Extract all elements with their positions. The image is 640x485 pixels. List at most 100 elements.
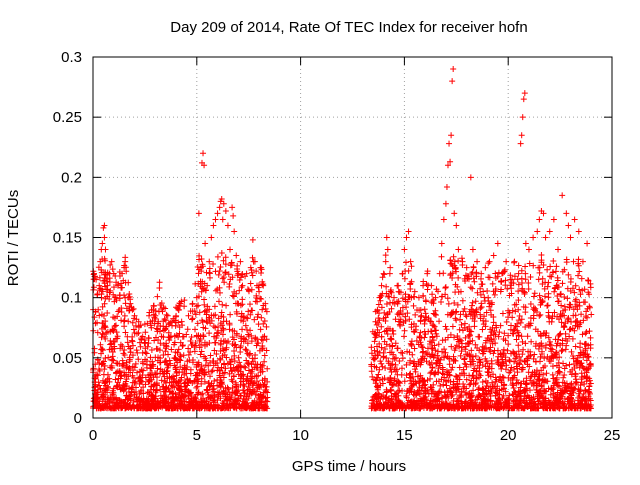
data-point [538,348,545,355]
data-point [468,310,475,317]
data-point [397,403,404,410]
data-point [563,210,570,217]
data-point [514,403,521,410]
data-point [392,354,399,361]
data-point [482,405,489,412]
y-tick-label: 0.3 [61,49,82,66]
data-point [254,282,261,289]
data-point [135,403,142,410]
data-point [156,285,163,292]
data-point [91,384,98,391]
data-point [495,401,502,408]
data-point [573,379,580,386]
data-point [146,391,153,398]
data-point [169,389,176,396]
data-point [123,383,130,390]
data-point [185,312,192,319]
data-point [537,296,544,303]
data-point [166,334,173,341]
data-point [214,210,221,217]
data-point [429,334,436,341]
data-point [465,333,472,340]
data-point [536,393,543,400]
data-point [216,204,223,211]
data-point [448,343,455,350]
data-point [492,275,499,282]
data-point [561,365,568,372]
data-point [445,369,452,376]
data-point [220,257,227,264]
data-point [419,344,426,351]
data-point [442,285,449,292]
data-point [256,405,263,412]
data-point [194,383,201,390]
data-point [235,401,242,408]
data-point [545,397,552,404]
data-point [193,294,200,301]
data-point [122,329,129,336]
data-point [470,387,477,394]
data-point [372,330,379,337]
data-point [114,282,121,289]
data-point [490,252,497,259]
data-point [502,354,509,361]
data-point [247,311,254,318]
data-point [527,300,534,307]
data-point [253,268,260,275]
data-point [466,323,473,330]
data-point [447,378,454,385]
data-point [373,383,380,390]
data-point [95,366,102,373]
data-point [424,399,431,406]
data-point [557,290,564,297]
data-point [579,287,586,294]
data-point [379,363,386,370]
data-point [522,387,529,394]
data-point [522,263,529,270]
data-point [107,337,114,344]
data-point [146,378,153,385]
data-point [231,342,238,349]
data-point [414,402,421,409]
data-point [462,277,469,284]
data-point [421,317,428,324]
data-point [427,370,434,377]
data-point [370,393,377,400]
data-point [172,365,179,372]
data-point [407,386,414,393]
data-point [491,291,498,298]
data-point [137,322,144,329]
data-point [99,360,106,367]
data-point [200,150,207,157]
data-point [530,293,537,300]
data-point [418,359,425,366]
data-point [177,387,184,394]
data-point [380,270,387,277]
data-point [555,336,562,343]
data-point [375,301,382,308]
data-point [138,335,145,342]
data-point [222,269,229,276]
data-point [476,365,483,372]
data-point [450,384,457,391]
data-point [433,391,440,398]
data-point [573,358,580,365]
data-point [436,318,443,325]
data-point [586,328,593,335]
data-point [518,316,525,323]
data-point [587,280,594,287]
data-point [406,359,413,366]
data-point [441,354,448,361]
data-point [203,317,210,324]
data-point [526,400,533,407]
data-point [98,346,105,353]
data-point [506,392,513,399]
data-point [168,399,175,406]
data-point [228,356,235,363]
data-point [120,277,127,284]
data-point [226,389,233,396]
data-point [515,297,522,304]
data-point [140,367,147,374]
data-point [401,275,408,282]
data-point [545,334,552,341]
